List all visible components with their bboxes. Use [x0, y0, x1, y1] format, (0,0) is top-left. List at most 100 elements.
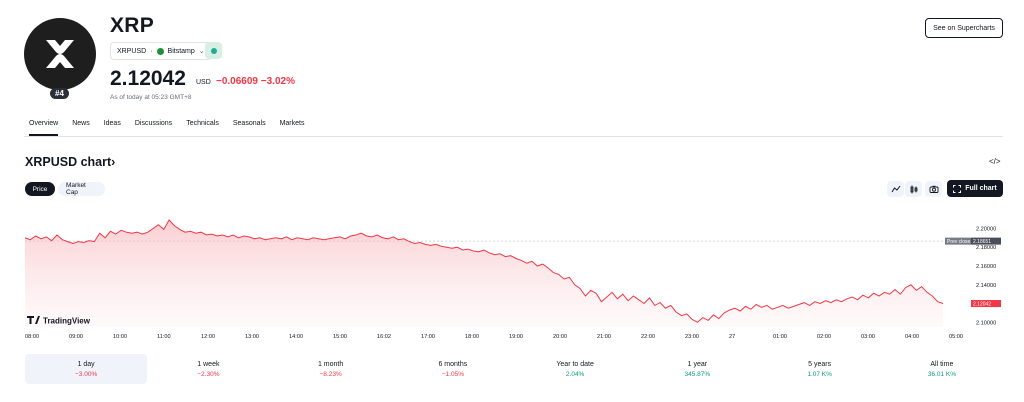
- tab-technicals[interactable]: Technicals: [186, 120, 219, 127]
- chevron-right-icon: ›: [111, 155, 116, 169]
- tab-overview[interactable]: Overview: [29, 120, 59, 136]
- exchange-label: Bitstamp: [167, 47, 195, 55]
- x-axis-tick-label: 05:00: [949, 334, 963, 340]
- chart-title-link[interactable]: XRPUSD chart›: [25, 155, 115, 169]
- status-dot-icon: [210, 47, 217, 54]
- x-axis-tick-label: 14:00: [289, 334, 303, 340]
- period-value: −1.05%: [441, 370, 464, 378]
- x-axis-tick-label: 16:02: [377, 334, 391, 340]
- x-axis-tick-label: 15:00: [333, 334, 347, 340]
- y-axis-tick-label: 2.10000: [976, 320, 996, 326]
- period-value: −2.30%: [197, 370, 220, 378]
- x-axis-tick-label: 19:00: [509, 334, 523, 340]
- x-axis-tick-label: 09:00: [69, 334, 83, 340]
- page-title: XRP: [110, 14, 155, 37]
- tab-news[interactable]: News: [72, 120, 90, 127]
- prev-close-label: Prev close: [947, 239, 971, 245]
- exchange-icon: [156, 47, 164, 55]
- period-value: −8.23%: [319, 370, 342, 378]
- x-axis-tick-label: 11:00: [157, 334, 171, 340]
- x-axis-tick-label: 20:00: [553, 334, 567, 340]
- indicator-icon: [891, 185, 900, 193]
- period-1-year[interactable]: 1 year 345.87%: [636, 354, 758, 384]
- period-1-month[interactable]: 1 month −8.23%: [270, 354, 392, 384]
- indicator-button[interactable]: [887, 181, 904, 197]
- current-price-tag-value: 2.12042: [973, 301, 991, 307]
- section-tabs: Overview News Ideas Discussions Technica…: [29, 120, 318, 136]
- x-axis-tick-label: 22:00: [641, 334, 655, 340]
- tab-ideas[interactable]: Ideas: [103, 120, 121, 127]
- period-label: 1 year: [687, 360, 708, 368]
- market-status-button[interactable]: [205, 42, 222, 59]
- period-1-day[interactable]: 1 day −3.00%: [25, 354, 148, 384]
- period-value: 345.87%: [684, 370, 711, 378]
- x-axis-tick-label: 27: [729, 334, 735, 340]
- tab-discussions[interactable]: Discussions: [134, 120, 173, 127]
- camera-icon: [929, 185, 938, 193]
- period-label: 6 months: [438, 360, 468, 368]
- price-chart[interactable]: 2.200002.180002.160002.140002.120002.100…: [25, 205, 1003, 345]
- y-axis-tick-label: 2.14000: [976, 283, 996, 289]
- period-label: All time: [930, 360, 954, 368]
- x-axis-tick-label: 17:00: [421, 334, 435, 340]
- candles-icon: [910, 185, 917, 193]
- prev-close-value: 2.18651: [973, 239, 991, 245]
- price-line: [25, 219, 944, 323]
- x-axis-tick-label: 02:00: [817, 334, 831, 340]
- period-all-time[interactable]: All time 36.01 K%: [881, 354, 1003, 384]
- period-value: 36.01 K%: [927, 370, 956, 378]
- y-axis-tick-label: 2.18000: [976, 245, 996, 251]
- x-axis-tick-label: 04:00: [905, 334, 919, 340]
- symbol-exchange-select[interactable]: XRPUSD · Bitstamp ⌄: [110, 42, 212, 60]
- y-axis-tick-label: 2.20000: [976, 226, 996, 232]
- period-value: 2.04%: [565, 370, 585, 378]
- tradingview-logo-icon: [27, 316, 40, 324]
- fullscreen-icon: [953, 184, 962, 193]
- x-axis-tick-label: 08:00: [25, 334, 39, 340]
- chart-title: XRPUSD chart: [25, 155, 112, 169]
- x-axis-tick-label: 03:00: [861, 334, 875, 340]
- tab-seasonals[interactable]: Seasonals: [232, 120, 266, 127]
- x-axis-tick-label: 12:00: [201, 334, 215, 340]
- period-year-to-date[interactable]: Year to date 2.04%: [514, 354, 636, 384]
- price-area-fill: [25, 220, 943, 327]
- full-chart-label: Full chart: [965, 185, 997, 192]
- period-5-years[interactable]: 5 years 1.07 K%: [759, 354, 881, 384]
- performance-periods: 1 day −3.00% 1 week −2.30% 1 month −8.23% 6…: [25, 354, 1003, 384]
- period-label: Year to date: [556, 360, 594, 368]
- current-price: 2.12042: [110, 67, 186, 90]
- current-price-tag: 2.12042: [971, 300, 1001, 307]
- see-on-supercharts-button[interactable]: See on Supercharts: [925, 18, 1003, 38]
- x-axis-tick-label: 13:00: [245, 334, 259, 340]
- prev-close-tag: Prev close 2.18651: [945, 237, 1001, 245]
- tabs-divider: [24, 136, 1003, 137]
- price-chip[interactable]: Price: [25, 182, 55, 196]
- screenshot-button[interactable]: [925, 181, 942, 197]
- period-value: 1.07 K%: [807, 370, 832, 378]
- watermark-text: TradingView: [43, 317, 91, 326]
- as-of-timestamp: As of today at 05:23 GMT+8: [110, 94, 192, 101]
- period-1-week[interactable]: 1 week −2.30%: [147, 354, 269, 384]
- price-change: −0.06609 −3.02%: [216, 76, 295, 87]
- period-label: 1 month: [317, 360, 344, 368]
- x-axis-tick-label: 21:00: [597, 334, 611, 340]
- full-chart-button[interactable]: Full chart: [947, 180, 1003, 197]
- period-label: 1 day: [77, 360, 95, 368]
- embed-code-icon[interactable]: </>: [989, 157, 1001, 166]
- x-axis-tick-label: 18:00: [465, 334, 479, 340]
- xrp-logo-icon: [24, 18, 96, 90]
- rank-badge: #4: [50, 88, 69, 99]
- x-axis-tick-label: 10:00: [113, 334, 127, 340]
- period-label: 1 week: [197, 360, 220, 368]
- currency-label: USD: [196, 79, 211, 86]
- period-6-months[interactable]: 6 months −1.05%: [392, 354, 514, 384]
- tab-markets[interactable]: Markets: [279, 120, 305, 127]
- period-value: −3.00%: [75, 370, 98, 378]
- market-cap-chip[interactable]: Market Cap: [58, 182, 105, 196]
- x-axis-tick-label: 23:00: [685, 334, 699, 340]
- x-axis-tick-label: 01:00: [773, 334, 787, 340]
- pair-label: XRPUSD: [117, 47, 147, 55]
- chevron-down-icon: ⌄: [198, 48, 205, 55]
- candles-button[interactable]: [905, 181, 922, 197]
- y-axis-tick-label: 2.16000: [976, 264, 996, 270]
